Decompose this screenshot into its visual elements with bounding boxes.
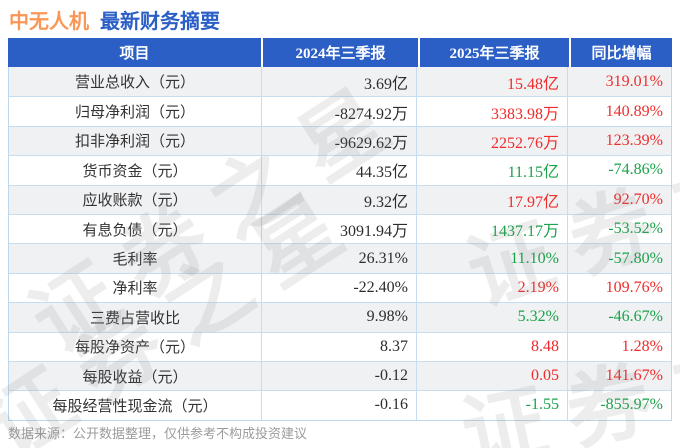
table-row: 归母净利润（元） -8274.92万 3383.98万 140.89% [9, 96, 671, 126]
row-item-label: 三费占营收比 [9, 303, 262, 332]
value-2025: 11.10% [417, 244, 568, 273]
table-row: 净利率 -22.40% 2.19% 109.76% [9, 272, 671, 303]
row-item-label: 归母净利润（元） [9, 97, 262, 126]
yoy-value: -855.97% [600, 396, 663, 414]
row-item-label: 货币资金（元） [9, 156, 262, 185]
yoy-value: 123.39% [605, 131, 663, 149]
value-2024: 3091.94万 [262, 214, 417, 244]
row-item-label: 净利率 [9, 273, 262, 303]
row-item-label: 每股净资产（元） [9, 332, 262, 361]
yoy-value: 319.01% [605, 72, 663, 90]
row-item-label: 毛利率 [9, 244, 262, 273]
table-row: 三费占营收比 9.98% 5.32% -46.67% [9, 302, 671, 332]
yoy-value: 1.28% [621, 337, 663, 355]
financial-summary-table: 项目 2024年三季报 2025年三季报 同比增幅 营业总收入（元） 3.69亿… [8, 38, 672, 421]
stock-name: 中无人机 [9, 11, 89, 33]
yoy-value: 92.70% [613, 190, 663, 208]
value-2024: 26.31% [262, 244, 417, 273]
row-item-label: 每股经营性现金流（元） [9, 391, 262, 420]
value-2024: 3.69亿 [262, 67, 417, 97]
value-2025: -1.55 [417, 391, 568, 420]
yoy-value: 140.89% [605, 102, 663, 120]
table-row: 货币资金（元） 44.35亿 11.15亿 -74.86% [9, 155, 671, 185]
header-cell-yoy: 同比增幅 [571, 38, 672, 67]
table-body: 营业总收入（元） 3.69亿 15.48亿 319.01% 归母净利润（元） -… [8, 67, 672, 421]
table-row: 每股净资产（元） 8.37 8.48 1.28% [9, 331, 671, 361]
table-row: 每股收益（元） -0.12 0.05 141.67% [9, 360, 671, 391]
header-cell-2025q3: 2025年三季报 [420, 38, 569, 67]
yoy-value: -74.86% [608, 161, 663, 179]
row-item-label: 有息负债（元） [9, 214, 262, 244]
value-2024: -9629.62万 [262, 126, 417, 156]
value-2024: 9.98% [262, 303, 417, 332]
yoy-value: -53.52% [608, 220, 663, 238]
value-2025: 1437.17万 [417, 214, 568, 244]
value-2024: -8274.92万 [262, 97, 417, 126]
value-2024: 9.32亿 [262, 185, 417, 214]
value-2025: 0.05 [417, 361, 568, 391]
page-title: 中无人机 最新财务摘要 [9, 5, 220, 34]
row-item-label: 每股收益（元） [9, 361, 262, 391]
header-cell-item: 项目 [8, 38, 261, 67]
value-2025: 5.32% [417, 303, 568, 332]
row-item-label: 应收账款（元） [9, 185, 262, 214]
table-row: 毛利率 26.31% 11.10% -57.80% [9, 243, 671, 273]
table-row: 有息负债（元） 3091.94万 1437.17万 -53.52% [9, 213, 671, 244]
title-text: 最新财务摘要 [100, 11, 220, 33]
table-row: 每股经营性现金流（元） -0.16 -1.55 -855.97% [9, 390, 671, 420]
value-2025: 17.97亿 [417, 185, 568, 214]
yoy-value: -46.67% [608, 308, 663, 326]
yoy-value: 141.67% [605, 367, 663, 385]
value-2025: 15.48亿 [417, 67, 568, 97]
value-2025: 2252.76万 [417, 126, 568, 156]
table-header: 项目 2024年三季报 2025年三季报 同比增幅 [8, 38, 672, 67]
row-item-label: 扣非净利润（元） [9, 126, 262, 156]
value-2024: -0.16 [262, 391, 417, 420]
value-2024: -0.12 [262, 361, 417, 391]
value-2025: 2.19% [417, 273, 568, 303]
value-2025: 11.15亿 [417, 156, 568, 185]
value-2024: 8.37 [262, 332, 417, 361]
table-row: 应收账款（元） 9.32亿 17.97亿 92.70% [9, 184, 671, 214]
table-row: 扣非净利润（元） -9629.62万 2252.76万 123.39% [9, 125, 671, 156]
value-2025: 8.48 [417, 332, 568, 361]
source-note: 数据来源：公开数据整理，仅供参考不构成投资建议 [8, 426, 308, 441]
row-item-label: 营业总收入（元） [9, 67, 262, 97]
yoy-value: -57.80% [608, 249, 663, 267]
yoy-value: 109.76% [605, 278, 663, 296]
value-2024: 44.35亿 [262, 156, 417, 185]
value-2025: 3383.98万 [417, 97, 568, 126]
value-2024: -22.40% [262, 273, 417, 303]
table-row: 营业总收入（元） 3.69亿 15.48亿 319.01% [9, 67, 671, 97]
header-cell-2024q3: 2024年三季报 [263, 38, 418, 67]
